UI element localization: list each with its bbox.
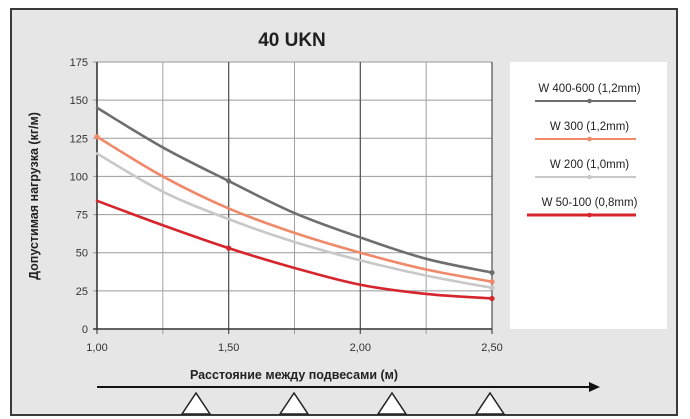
series-line bbox=[95, 152, 494, 290]
legend-label: W 50-100 (0,8mm) bbox=[542, 197, 638, 209]
series-line bbox=[95, 199, 494, 300]
hanger-triangle bbox=[474, 391, 506, 415]
hanger-triangle bbox=[180, 391, 212, 415]
legend-label: W 300 (1,2mm) bbox=[550, 121, 629, 133]
legend-marker bbox=[587, 136, 592, 142]
distance-arrow bbox=[97, 382, 600, 392]
hanger-triangle bbox=[376, 391, 408, 415]
y-tick-label: 125 bbox=[70, 133, 88, 145]
grid-lines bbox=[93, 61, 493, 334]
x-axis-label: Расстояние между подвесами (м) bbox=[190, 368, 398, 382]
y-tick-label: 100 bbox=[70, 171, 88, 183]
data-point bbox=[489, 269, 495, 276]
series-line bbox=[95, 135, 494, 284]
y-tick-label: 50 bbox=[76, 248, 88, 260]
data-point bbox=[489, 295, 495, 302]
legend-marker bbox=[587, 98, 592, 104]
legend-panel bbox=[510, 62, 667, 329]
x-tick-label: 1,00 bbox=[86, 342, 107, 354]
legend-marker bbox=[587, 212, 592, 218]
hanger-triangle bbox=[278, 391, 310, 415]
y-tick-label: 150 bbox=[70, 95, 88, 107]
hanger-markers bbox=[180, 391, 506, 415]
legend-label: W 400-600 (1,2mm) bbox=[538, 83, 640, 95]
x-tick-label: 2,50 bbox=[481, 342, 502, 354]
y-axis-label: Допустимая нагрузка (кг/м) bbox=[27, 112, 41, 280]
legend: W 400-600 (1,2mm) W 300 (1,2mm) W 200 (1,0… bbox=[527, 83, 641, 218]
data-point bbox=[94, 134, 100, 140]
data-point bbox=[226, 178, 232, 184]
y-tick-label: 75 bbox=[76, 210, 88, 222]
legend-marker bbox=[587, 174, 592, 180]
data-point bbox=[226, 245, 232, 251]
y-tick-label: 0 bbox=[82, 324, 88, 336]
chart-title: 40 UKN bbox=[258, 30, 326, 51]
data-point bbox=[489, 285, 495, 291]
y-tick-label: 175 bbox=[70, 57, 88, 69]
series-line bbox=[95, 106, 494, 274]
tick-labels: 0 25 50 75 100 125 150 175 1,00 1,50 2,00 2,50 bbox=[70, 57, 503, 354]
data-point bbox=[489, 279, 495, 285]
series-layer bbox=[94, 106, 495, 302]
y-tick-label: 25 bbox=[76, 286, 88, 298]
x-tick-label: 2,00 bbox=[350, 342, 371, 354]
x-tick-label: 1,50 bbox=[218, 342, 239, 354]
legend-label: W 200 (1,0mm) bbox=[550, 159, 629, 171]
